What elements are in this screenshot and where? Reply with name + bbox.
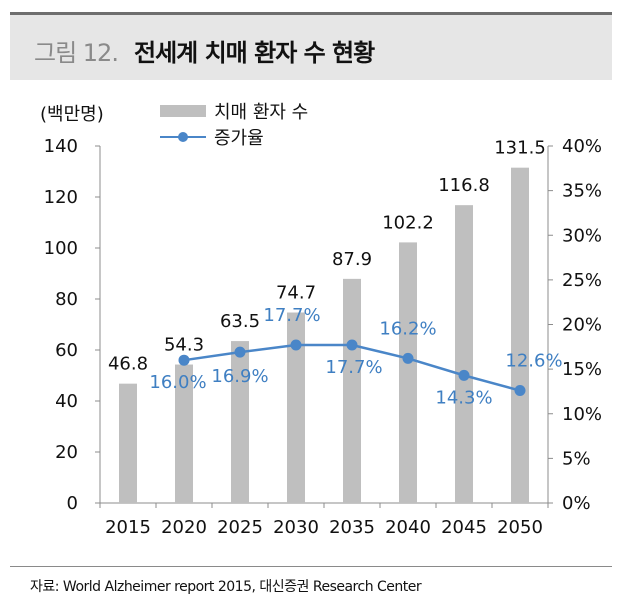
bar-value-label: 46.8 <box>108 354 148 375</box>
y-left-tick-label: 80 <box>55 289 78 310</box>
x-tick-label: 2020 <box>161 517 207 538</box>
growth-rate-label: 16.9% <box>211 366 268 387</box>
y-left-tick-label: 120 <box>44 187 78 208</box>
source-note: 자료: World Alzheimer report 2015, 대신증권 Re… <box>30 579 422 595</box>
growth-rate-label: 17.7% <box>325 357 382 378</box>
growth-rate-point <box>178 354 190 366</box>
growth-rate-label: 12.6% <box>505 351 562 372</box>
y-left-tick-label: 140 <box>44 136 78 157</box>
bar <box>343 278 361 503</box>
x-tick-label: 2015 <box>105 517 151 538</box>
growth-rate-point <box>458 369 470 381</box>
bar-value-label: 131.5 <box>494 138 546 159</box>
x-tick-label: 2040 <box>385 517 431 538</box>
legend-item-bar: 치매 환자 수 <box>160 98 308 124</box>
growth-rate-label: 14.3% <box>435 387 492 408</box>
unit-label: (백만명) <box>40 104 104 125</box>
growth-rate-label: 17.7% <box>263 305 320 326</box>
chart: 0204060801001201400%5%10%15%20%25%30%35%… <box>44 136 602 538</box>
legend: 치매 환자 수 증가율 <box>160 98 308 150</box>
y-right-tick-label: 15% <box>562 359 602 380</box>
y-right-tick-label: 20% <box>562 315 602 336</box>
figure-title: 전세계 치매 환자 수 현황 <box>134 39 375 67</box>
bar <box>287 312 305 503</box>
bar-value-label: 54.3 <box>164 335 204 356</box>
y-right-tick-label: 40% <box>562 136 602 157</box>
x-tick-label: 2050 <box>497 517 543 538</box>
x-tick-label: 2035 <box>329 517 375 538</box>
bar-value-label: 74.7 <box>276 283 316 304</box>
bar-value-label: 87.9 <box>332 249 372 270</box>
growth-rate-label: 16.2% <box>379 318 436 339</box>
y-left-tick-label: 100 <box>44 238 78 259</box>
bar <box>399 242 417 503</box>
y-right-tick-label: 25% <box>562 270 602 291</box>
x-tick-label: 2045 <box>441 517 487 538</box>
bar-value-label: 116.8 <box>438 175 490 196</box>
x-tick-label: 2025 <box>217 517 263 538</box>
legend-line-label: 증가율 <box>214 128 264 149</box>
growth-rate-point <box>346 339 358 351</box>
title-bar: 그림 12. 전세계 치매 환자 수 현황 <box>10 12 612 80</box>
bar <box>455 205 473 503</box>
bar <box>231 341 249 503</box>
legend-bar-label: 치매 환자 수 <box>214 102 309 123</box>
y-left-tick-label: 0 <box>67 493 78 514</box>
legend-line-swatch <box>160 131 206 143</box>
figure-number: 그림 12. <box>34 39 119 67</box>
bar <box>175 364 193 503</box>
bar <box>119 383 137 503</box>
y-left-tick-label: 60 <box>55 340 78 361</box>
growth-rate-label: 16.0% <box>149 372 206 393</box>
bar-value-label: 63.5 <box>220 311 260 332</box>
growth-rate-point <box>290 339 302 351</box>
y-right-tick-label: 10% <box>562 404 602 425</box>
bar-value-label: 102.2 <box>382 212 434 233</box>
bar <box>511 167 529 504</box>
growth-rate-point <box>402 352 414 364</box>
growth-rate-point <box>234 346 246 358</box>
y-left-tick-label: 40 <box>55 391 78 412</box>
x-tick-label: 2030 <box>273 517 319 538</box>
y-right-tick-label: 5% <box>562 448 591 469</box>
y-right-tick-label: 30% <box>562 225 602 246</box>
y-left-tick-label: 20 <box>55 442 78 463</box>
legend-item-line: 증가율 <box>160 124 308 150</box>
legend-bar-swatch <box>160 105 206 117</box>
source-divider <box>10 566 612 567</box>
y-right-tick-label: 0% <box>562 493 591 514</box>
y-right-tick-label: 35% <box>562 181 602 202</box>
growth-rate-point <box>514 385 526 397</box>
